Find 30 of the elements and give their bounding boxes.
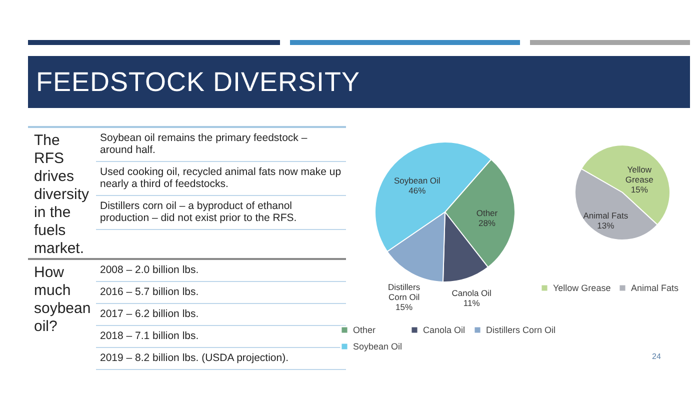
text: 2018 – 7.1 billion lbs.: [96, 326, 346, 348]
data-label: 15%: [630, 184, 648, 195]
slice-label: Animal Fats: [583, 210, 628, 220]
data-label: 28%: [478, 218, 496, 228]
slice-label: Soybean Oil: [394, 176, 440, 186]
text: Used cooking oil, recycled animal fats now make up nearly a third of feedstocks.: [96, 162, 346, 196]
text: 2017 – 6.2 billion lbs.: [96, 304, 346, 326]
text: 2019 – 8.2 billion lbs. (USDA projection).: [96, 348, 346, 370]
text: 24: [652, 352, 661, 361]
text: Soybean oil remains the primary feedstock – around half.: [96, 128, 346, 162]
text: 2008 – 2.0 billion lbs.: [96, 260, 346, 282]
legend-label: Animal Fats: [631, 282, 680, 293]
legend-label: Soybean Oil: [353, 342, 402, 352]
text: Distillers corn oil – a byproduct of ethanol production – did not exist prior to the RFS.: [96, 196, 346, 230]
legend-label: Distillers Corn Oil: [486, 324, 556, 335]
legend-label: Canola Oil: [423, 324, 466, 335]
data-label: 13%: [597, 220, 615, 230]
data-label: 46%: [408, 186, 426, 196]
text: 2016 – 5.7 billion lbs.: [96, 282, 346, 304]
text: FEEDSTOCK DIVERSITY: [28, 56, 690, 108]
legend-label: Other: [353, 324, 376, 335]
slice-label: Distillers Corn Oil: [388, 282, 420, 302]
slice-label: Canola Oil: [452, 288, 492, 298]
data-label: 15%: [396, 302, 413, 312]
data-label: 11%: [463, 298, 480, 308]
slice-label: Other: [476, 208, 498, 218]
slice-label: Yellow Grease: [625, 164, 654, 185]
text: How much soybean oil?: [33, 263, 92, 337]
text: The RFS drives diversity in the fuels market.: [33, 131, 90, 258]
legend-label: Yellow Grease: [553, 282, 611, 293]
